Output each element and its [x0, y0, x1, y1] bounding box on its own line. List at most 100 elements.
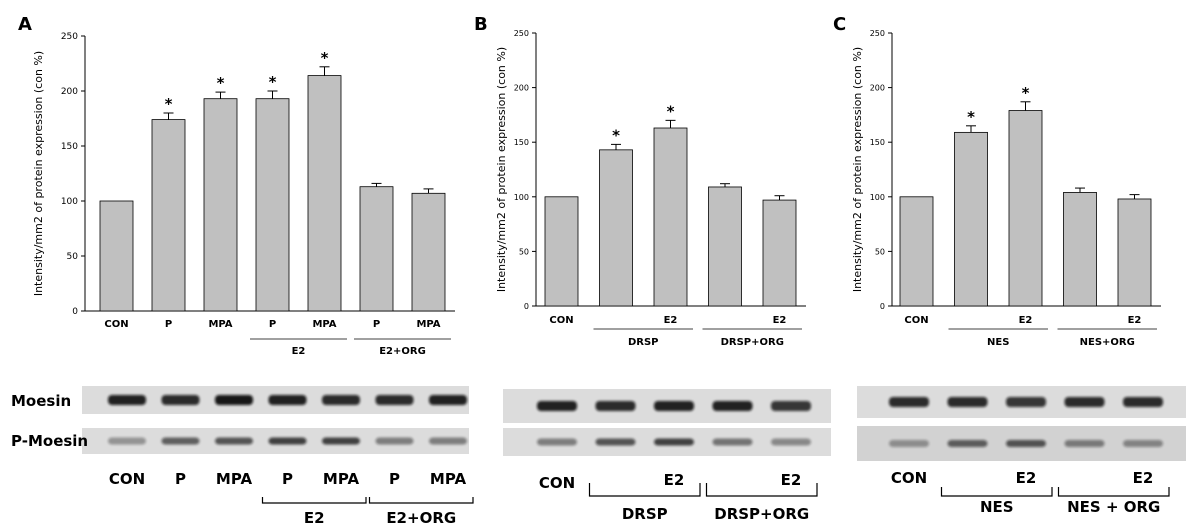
y-tick-label: 200 [61, 87, 78, 97]
blot-group-label: NES + ORG [1067, 498, 1160, 516]
y-tick-label: 100 [870, 193, 885, 202]
blot-lane-label: MPA [216, 470, 253, 488]
y-tick-label: 0 [524, 302, 529, 311]
moesin-band [654, 401, 694, 411]
blot-group-label: E2+ORG [386, 509, 456, 527]
blot-lane-label: MPA [323, 470, 360, 488]
x-tick-label: CON [904, 315, 928, 326]
blot-group-label: NES [980, 498, 1014, 516]
moesin-band [429, 395, 467, 405]
p-moesin-band [322, 437, 360, 445]
bar [1063, 192, 1097, 307]
p-moesin-band [1123, 440, 1163, 447]
panel-letter: C [833, 14, 846, 35]
blot-group-bracket [940, 487, 1053, 497]
blot-group-bracket [261, 497, 367, 504]
moesin-band [1064, 397, 1105, 407]
y-tick-label: 100 [514, 193, 529, 202]
y-tick-label: 50 [67, 252, 79, 262]
bar [411, 192, 446, 312]
blot-row-label: P-Moesin [11, 432, 88, 450]
y-axis-label: Intensity/mm2 of protein expression (con… [32, 51, 45, 296]
moesin-band [537, 401, 577, 411]
y-tick-label: 200 [870, 84, 885, 93]
group-label: DRSP [628, 337, 659, 348]
bar [307, 75, 342, 312]
moesin-band [268, 395, 307, 405]
group-label: NES [987, 337, 1009, 348]
bar [255, 98, 290, 312]
moesin-band [375, 395, 414, 405]
p-moesin-band [771, 438, 811, 446]
x-tick-label: E2 [664, 315, 678, 326]
group-label: E2+ORG [379, 346, 426, 357]
x-tick-label: P [165, 319, 172, 330]
y-tick-label: 250 [514, 29, 529, 38]
moesin-band [215, 395, 253, 405]
bar [653, 127, 688, 307]
bar [599, 149, 633, 307]
blot-lane-label: CON [109, 470, 145, 488]
bar [544, 196, 579, 307]
blot-group-bracket [1057, 487, 1170, 497]
bar [99, 200, 134, 312]
moesin-band [889, 397, 929, 407]
blot-lane-label: E2 [664, 471, 685, 489]
panel-letter: A [18, 14, 32, 35]
blot-group-label: DRSP+ORG [714, 505, 809, 523]
x-tick-label: P [373, 319, 380, 330]
significance-star: * [612, 126, 620, 144]
blot-panel-a: Moesin P-Moesin CON P MPA P MPA P MPA E2 E2+ORG [11, 386, 474, 527]
p-moesin-band [537, 438, 577, 446]
p-moesin-band [215, 437, 253, 445]
moesin-band [161, 395, 200, 405]
bar [151, 119, 186, 312]
bar [762, 199, 797, 307]
blot-row-label: Moesin [11, 392, 71, 410]
x-tick-label: CON [104, 319, 128, 330]
bar [359, 186, 394, 312]
x-tick-label: CON [549, 315, 573, 326]
bar [899, 196, 934, 307]
group-label: DRSP+ORG [721, 337, 784, 348]
bar [954, 131, 988, 307]
p-moesin-band [108, 437, 146, 445]
p-moesin-band [712, 438, 753, 446]
chart-panel-c: C Intensity/mm2 of protein expression (co… [833, 14, 1161, 348]
group-label: E2 [292, 346, 306, 357]
p-moesin-band [1064, 440, 1105, 447]
blot-lane-label: P [389, 470, 400, 488]
group-label: NES+ORG [1080, 337, 1135, 348]
y-tick-label: 250 [61, 32, 78, 42]
blots-layer: Moesin P-Moesin CON P MPA P MPA P MPA E2 E2+ORG CON… [11, 386, 1186, 527]
blot-lane-label: P [175, 470, 186, 488]
significance-star: * [217, 74, 225, 92]
blot-lane-label: E2 [1133, 469, 1154, 487]
moesin-band [1123, 397, 1163, 407]
x-tick-label: MPA [208, 319, 232, 330]
bar [1008, 110, 1043, 307]
p-moesin-band [654, 438, 694, 446]
moesin-band [771, 401, 811, 411]
y-tick-label: 50 [519, 247, 529, 256]
y-axis-label: Intensity/mm2 of protein expression (con… [851, 47, 864, 292]
panel-letter: B [474, 14, 488, 35]
y-tick-label: 250 [870, 29, 885, 38]
x-tick-label: E2 [1019, 315, 1033, 326]
significance-star: * [667, 102, 675, 120]
x-tick-label: E2 [773, 315, 787, 326]
p-moesin-band [889, 440, 929, 447]
p-moesin-band [947, 440, 988, 447]
x-tick-label: MPA [416, 319, 440, 330]
charts-layer: A Intensity/mm2 of protein expression (co… [18, 14, 1161, 357]
blot-group-label: E2 [304, 509, 325, 527]
p-moesin-band [595, 438, 636, 446]
blot-group-bracket [588, 483, 701, 497]
bar [708, 186, 742, 307]
bar [203, 98, 238, 312]
moesin-band [712, 401, 753, 411]
p-moesin-band [429, 437, 467, 445]
significance-star: * [967, 108, 975, 126]
